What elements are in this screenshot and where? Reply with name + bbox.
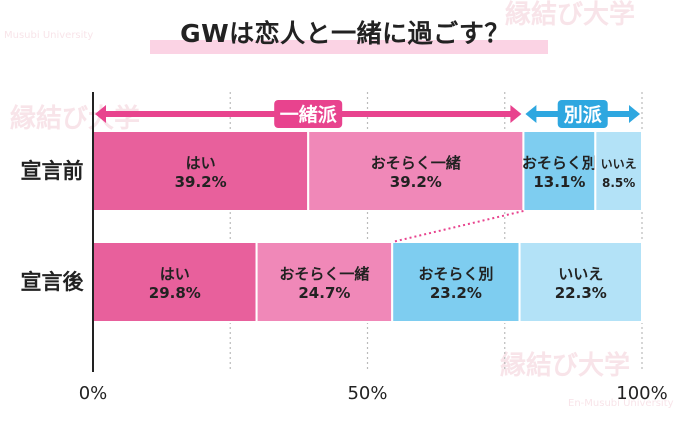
segment-label: はい [160,265,190,283]
segment-label: おそらく一緒 [279,265,369,283]
segment-value-label: 23.2% [430,284,482,302]
segment-value-label: 29.8% [149,284,201,302]
segment-value-label: 24.7% [298,284,350,302]
bar-segment [518,241,643,323]
x-tick-label: 100% [616,383,667,404]
category-label: 宣言前 [21,159,84,183]
group-label-box [557,100,608,128]
segment-label: はい [186,154,216,172]
group-arrow-head-left [525,105,537,123]
segment-value-label: 13.1% [533,173,585,191]
group-label: 別派 [564,104,603,126]
title-highlight [150,40,548,54]
segment-label: おそらく別 [522,154,597,172]
segment-value-label: 39.2% [390,173,442,191]
segment-value-label: 22.3% [555,284,607,302]
x-tick-label: 50% [347,383,387,404]
bar-segment [391,241,521,323]
chart-title: GWは恋人と一緒に過ごす？ [180,19,510,48]
x-tick-label: 0% [79,383,108,404]
segment-value-label: 8.5% [602,176,635,190]
category-label: 宣言後 [21,270,85,294]
group-arrow-head-right [629,105,640,123]
group-label: 一緒派 [280,103,338,126]
group-label-box [274,100,343,128]
segment-label: おそらく一緒 [371,154,461,172]
segment-label: おそらく別 [418,265,493,283]
bar-segment [307,130,525,212]
group-arrow-head-left [95,105,106,123]
group-connector [391,210,524,243]
segment-label: いいえ [558,265,603,283]
bar-segment [594,130,644,212]
segment-label: いいえ [601,157,637,171]
segment-value-label: 39.2% [175,173,227,191]
bar-segment [522,130,597,212]
group-arrow-head-right [510,105,522,123]
